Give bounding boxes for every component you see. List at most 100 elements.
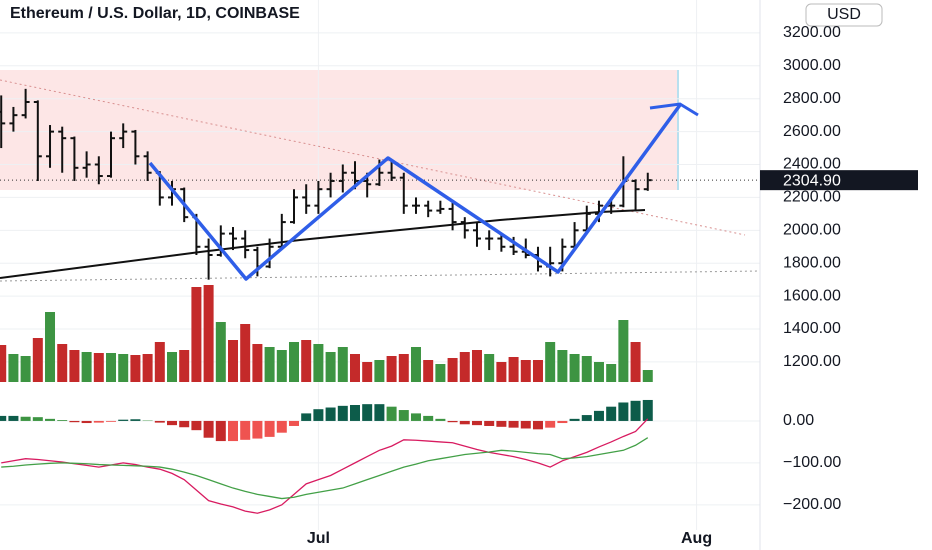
pattern-drawing (148, 103, 682, 281)
histogram-bar (362, 404, 373, 421)
histogram-bar (301, 413, 312, 421)
histogram-bar (93, 420, 104, 423)
volume-bar (606, 364, 617, 382)
histogram-bar (386, 406, 397, 421)
volume-bar (496, 362, 507, 382)
y-tick-label: 1200.00 (783, 353, 841, 370)
x-tick-label: Jul (307, 530, 330, 547)
y2-tick-label: −100.00 (783, 454, 841, 471)
chart-title: Ethereum / U.S. Dollar, 1D, COINBASE (10, 5, 300, 22)
volume-bar (325, 352, 336, 382)
last-price-label: 2304.90 (783, 172, 841, 189)
histogram-bar (130, 419, 141, 421)
volume-bar (8, 354, 19, 382)
volume-bar (191, 287, 202, 382)
histogram-bar (288, 420, 299, 426)
volume-bar (337, 347, 348, 382)
histogram-bar (203, 420, 214, 438)
volume-bar (447, 358, 458, 382)
histogram-bar (0, 415, 7, 421)
y-tick-label: 3000.00 (783, 57, 841, 74)
y2-tick-label: 0.00 (783, 412, 814, 429)
volume-bar (532, 360, 543, 382)
volume-bar (484, 354, 495, 382)
histogram-bar (630, 400, 641, 421)
histogram-bar (191, 420, 202, 431)
volume-bar (398, 354, 409, 382)
histogram-bar (459, 420, 470, 425)
grid (0, 0, 760, 530)
volume-bar (32, 338, 43, 382)
y-tick-label: 1600.00 (783, 287, 841, 304)
volume-bar (142, 354, 153, 382)
y-tick-label: 2400.00 (783, 156, 841, 173)
histogram-bar (435, 418, 446, 421)
histogram-bar (484, 420, 495, 426)
volume-bar (581, 356, 592, 382)
histogram-bar (154, 420, 165, 423)
histogram-bar (215, 420, 226, 442)
volume-bar (313, 344, 324, 382)
histogram-bar (167, 420, 178, 426)
volume-bar (471, 350, 482, 382)
histogram-bar (349, 405, 360, 421)
histogram-bar (252, 420, 263, 439)
support-line (0, 270, 761, 282)
histogram-bar (618, 402, 629, 421)
trend-line (0, 79, 746, 236)
histogram-bar (374, 404, 385, 421)
volume-bar (557, 350, 568, 382)
histogram-bar (569, 418, 580, 421)
volume-bar (57, 344, 68, 382)
volume-bar (45, 312, 56, 382)
histogram-bar (276, 420, 287, 433)
volume-bar (374, 360, 385, 382)
volume-bar (154, 342, 165, 382)
histogram-bar (606, 406, 617, 421)
y-tick-label: 3200.00 (783, 24, 841, 41)
histogram-bar (325, 407, 336, 421)
histogram-bar (447, 420, 458, 423)
volume-bar (106, 353, 117, 382)
volume-bar (69, 350, 80, 382)
volume-bar (118, 354, 129, 382)
volume-bar (301, 340, 312, 382)
currency-button[interactable] (805, 3, 883, 27)
histogram-bar (69, 420, 80, 423)
volume-bar (179, 350, 190, 382)
histogram-bar (581, 415, 592, 421)
histogram-bar (45, 418, 56, 421)
volume-bar (618, 320, 629, 382)
volume-bar (508, 357, 519, 382)
histogram-bar (264, 420, 275, 437)
histogram-bar (32, 417, 43, 421)
histogram-bar (593, 410, 604, 421)
y-tick-label: 2000.00 (783, 222, 841, 239)
volume-bar (228, 340, 239, 382)
histogram-bar (179, 420, 190, 428)
y-tick-label: 2600.00 (783, 123, 841, 140)
volume-bar (264, 347, 275, 382)
y-tick-label: 2200.00 (783, 189, 841, 206)
volume-bar (167, 352, 178, 382)
histogram-bar (337, 405, 348, 421)
volume-bar (593, 362, 604, 382)
x-tick-label: Aug (681, 530, 712, 547)
volume-bar (81, 352, 92, 382)
volume-bar (203, 285, 214, 382)
y-tick-label: 1800.00 (783, 254, 841, 271)
y2-tick-label: −200.00 (783, 496, 841, 513)
volume-bar (545, 342, 556, 382)
volume-bar (435, 364, 446, 382)
histogram-bar (545, 420, 556, 428)
last-price-box (760, 170, 918, 191)
volume-bar (288, 342, 299, 382)
currency-label[interactable]: USD (827, 6, 861, 23)
volume-bar (93, 353, 104, 382)
volume-bar (459, 352, 470, 382)
histogram-bar (398, 410, 409, 421)
volume-bar (410, 347, 421, 382)
histogram-bar (642, 399, 653, 421)
histogram-bar (423, 415, 434, 421)
volume-bar (130, 355, 141, 382)
